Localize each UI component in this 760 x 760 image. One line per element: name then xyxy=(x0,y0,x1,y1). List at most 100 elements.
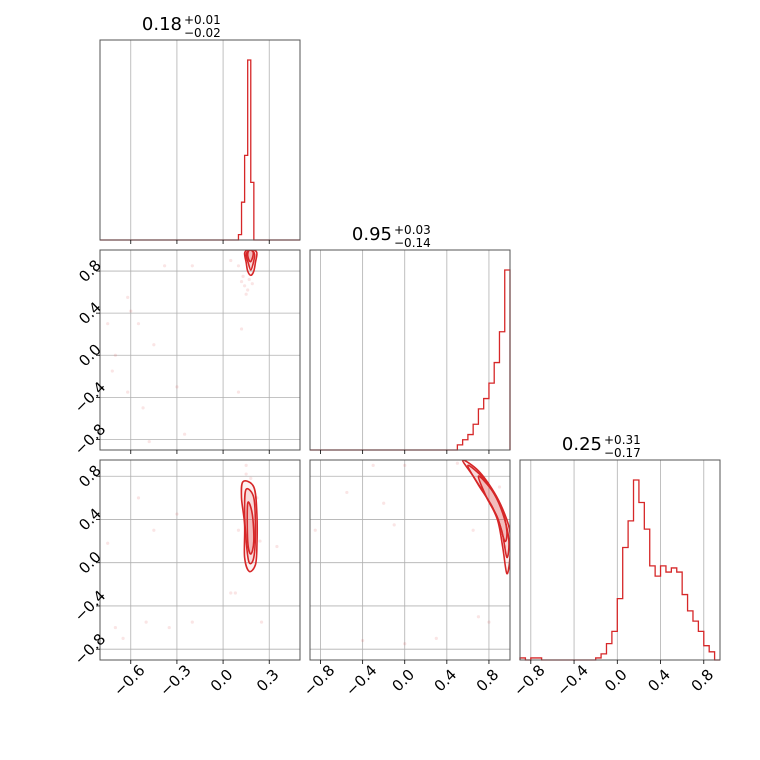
sample-point xyxy=(236,528,241,532)
x-tick-label: −0.8 xyxy=(510,661,548,699)
sample-point xyxy=(392,523,396,527)
sample-point xyxy=(497,485,502,489)
sample-point xyxy=(113,625,117,630)
x-tick-label: −0.6 xyxy=(110,661,148,699)
sample-point xyxy=(229,258,233,263)
x-tick-label: 0.8 xyxy=(688,666,718,696)
x-tick-label: −0.4 xyxy=(342,661,380,699)
x-tick-label: 0.3 xyxy=(253,666,283,696)
sample-point xyxy=(121,636,125,640)
x-tick-label: 0.0 xyxy=(389,666,419,696)
sample-point xyxy=(250,282,254,286)
x-tick-label: 0.0 xyxy=(207,666,237,696)
sample-point xyxy=(403,463,407,468)
panel-frame xyxy=(519,459,721,661)
density-contour xyxy=(477,475,508,543)
sample-point xyxy=(371,463,375,468)
sample-point xyxy=(175,512,179,516)
sample-point xyxy=(236,390,241,394)
sample-point xyxy=(126,390,130,394)
param-title-minus: −0.14 xyxy=(394,236,431,250)
sample-point xyxy=(236,264,241,268)
param-title-value: 0.18 xyxy=(142,14,182,35)
sample-point xyxy=(249,476,253,480)
hist-panel-1: 0.95 +0.03−0.14 xyxy=(309,223,511,454)
sample-point xyxy=(152,528,156,532)
sample-point xyxy=(239,327,244,331)
histogram-step xyxy=(100,59,300,241)
pair-content xyxy=(313,460,510,646)
sample-point xyxy=(136,322,141,326)
sample-point xyxy=(129,309,133,313)
density-contour xyxy=(246,250,255,263)
sample-point xyxy=(244,463,248,468)
hist-panel-0: 0.18 +0.01−0.02 xyxy=(99,13,301,244)
panel-frame xyxy=(99,39,301,241)
histogram-step xyxy=(519,479,720,661)
x-tick-label: 0.0 xyxy=(601,666,631,696)
sample-point xyxy=(382,501,386,505)
sample-point xyxy=(476,615,481,619)
x-tick-label: −0.3 xyxy=(156,661,194,699)
x-tick-label: 0.4 xyxy=(431,666,461,696)
sample-point xyxy=(126,295,130,299)
sample-point xyxy=(229,591,233,595)
sample-point xyxy=(136,496,141,500)
histogram-step xyxy=(310,269,511,451)
sample-point xyxy=(175,385,179,389)
panel-frame xyxy=(99,249,301,451)
sample-point xyxy=(455,461,459,465)
sample-point xyxy=(241,274,245,278)
param-title-plus: +0.03 xyxy=(394,223,431,237)
panel-frame xyxy=(309,249,511,451)
param-title-value: 0.25 xyxy=(562,434,602,455)
sample-point xyxy=(313,528,317,532)
sample-point xyxy=(243,284,247,288)
sample-point xyxy=(147,439,151,444)
sample-point xyxy=(275,544,279,549)
panel-frame xyxy=(99,459,301,661)
sample-point xyxy=(239,279,244,284)
sample-point xyxy=(246,288,250,292)
sample-point xyxy=(487,620,491,624)
sample-point xyxy=(434,636,438,640)
param-title-plus: +0.01 xyxy=(184,13,221,27)
sample-point xyxy=(403,642,407,646)
param-title-plus: +0.31 xyxy=(604,433,641,447)
pair-panel-2 xyxy=(309,459,511,664)
x-tick-label: 0.8 xyxy=(473,666,503,696)
sample-point xyxy=(258,539,262,543)
sample-point xyxy=(183,432,187,436)
x-tick-label: −0.4 xyxy=(553,661,591,699)
sample-point xyxy=(259,620,264,624)
param-title-value: 0.95 xyxy=(352,224,392,245)
sample-point xyxy=(345,490,349,495)
pair-content xyxy=(106,250,258,444)
sample-point xyxy=(361,638,365,643)
sample-point xyxy=(167,625,171,630)
sample-point xyxy=(163,264,167,268)
sample-point xyxy=(471,528,475,532)
density-contour xyxy=(246,501,255,555)
param-title-minus: −0.17 xyxy=(604,446,641,460)
sample-point xyxy=(244,292,248,296)
sample-point xyxy=(233,591,237,595)
sample-point xyxy=(152,343,156,347)
sample-point xyxy=(106,541,110,545)
sample-point xyxy=(190,620,194,624)
sample-point xyxy=(144,620,148,624)
sample-point xyxy=(110,369,114,373)
pair-content xyxy=(106,463,279,640)
sample-point xyxy=(244,472,248,476)
hist-panel-2: 0.25 +0.31−0.17 xyxy=(519,433,721,664)
pair-panel-0 xyxy=(96,249,301,454)
sample-point xyxy=(190,264,194,268)
sample-point xyxy=(141,406,145,410)
pair-panel-1 xyxy=(96,459,301,664)
sample-point xyxy=(106,322,110,326)
sample-point xyxy=(247,277,251,282)
sample-point xyxy=(113,353,117,357)
x-tick-label: 0.4 xyxy=(644,666,674,696)
x-tick-label: −0.8 xyxy=(300,661,338,699)
